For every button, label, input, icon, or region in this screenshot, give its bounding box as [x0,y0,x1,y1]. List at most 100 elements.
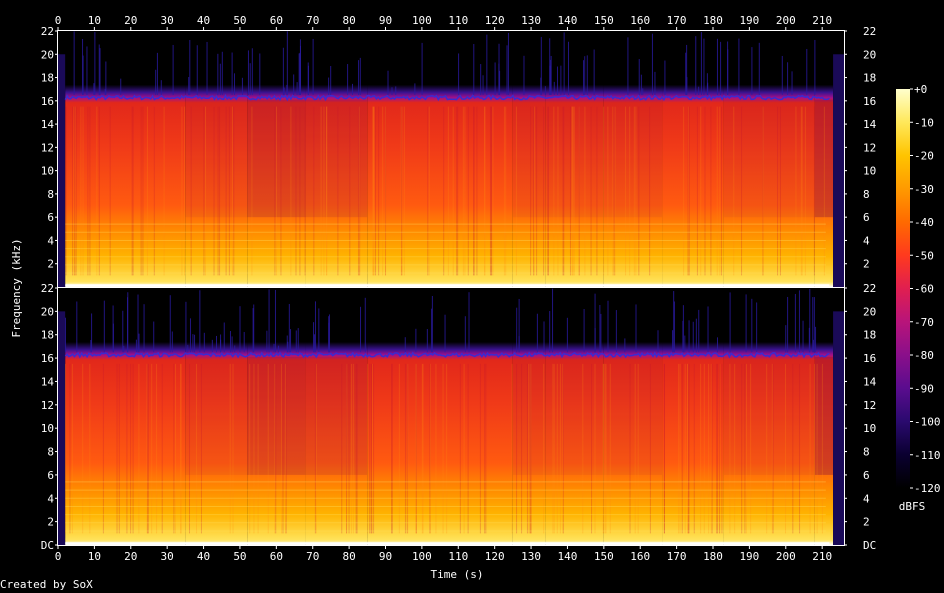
x-tick-label: 10 [88,14,101,27]
section-shade-8 [545,356,604,475]
section-shade-5 [305,99,368,218]
colorbar-tick-label: -20 [914,150,934,163]
y-tick-label: 22 [41,282,54,295]
section-3 [185,288,248,545]
section-shade-11 [723,99,815,218]
section-shade-4 [247,99,306,218]
colorbar-tick-label: -90 [914,382,934,395]
x-tick-label: 120 [485,550,505,563]
x-tick-label: 0 [55,14,62,27]
x-tick-label: 150 [594,550,614,563]
y-tick-label: 18 [41,329,54,342]
y-tick-label: DC [863,539,876,552]
x-tick-label: 100 [412,14,432,27]
x-tick-label: 60 [270,550,283,563]
y-tick-label: 22 [863,282,876,295]
y-tick-label: 16 [863,95,876,108]
colorbar-tick-label: -50 [914,249,934,262]
x-tick-label: 50 [233,14,246,27]
y-tick-label: 4 [863,492,870,505]
x-tick-label: 130 [521,14,541,27]
x-tick-label: 100 [412,550,432,563]
section-shade-3 [185,99,248,218]
section-7 [512,31,546,287]
colorbar-tick-label: -10 [914,116,934,129]
x-tick-label: 110 [448,14,468,27]
channel-1-panel [58,31,844,287]
section-12 [814,288,834,545]
y-tick-label: 8 [863,188,870,201]
y-tick-label: 6 [47,211,54,224]
colorbar-tick-label: -120 [914,482,941,495]
x-tick-label: 70 [306,14,319,27]
x-tick-label: 180 [703,14,723,27]
section-7 [512,288,546,545]
colorbar-tick-label: -110 [914,449,941,462]
section-shade-5 [305,356,368,475]
colorbar-tick-label: -80 [914,349,934,362]
x-tick-label: 180 [703,550,723,563]
x-tick-label: 0 [55,550,62,563]
x-tick-label: 120 [485,14,505,27]
y-tick-label: 10 [41,165,54,178]
y-tick-label: 20 [41,48,54,61]
x-tick-label: 40 [197,14,210,27]
section-5 [305,31,368,287]
y-tick-label: 22 [41,25,54,38]
x-tick-label: 150 [594,14,614,27]
y-tick-label: 20 [863,305,876,318]
y-tick-label: 14 [863,375,877,388]
section-0 [58,311,66,545]
x-tick-label: 170 [667,14,687,27]
y-tick-label: 12 [863,399,876,412]
x-tick-label: 210 [812,14,832,27]
x-tick-label: 10 [88,550,101,563]
x-tick-label: 170 [667,550,687,563]
colorbar-label: dBFS [899,500,926,513]
section-6 [367,31,513,287]
x-tick-label: 90 [379,550,392,563]
x-tick-label: 50 [233,550,246,563]
y-tick-label: 14 [863,118,877,131]
credit-text: Created by SoX [0,578,93,591]
cutoff-line [64,93,830,102]
section-4 [247,288,306,545]
y-tick-label: 18 [41,72,54,85]
section-shade-9 [603,356,663,475]
y-tick-label: 2 [47,516,54,529]
section-shade-8 [545,99,604,218]
x-tick-label: 190 [739,14,759,27]
y-tick-label: 20 [41,305,54,318]
x-tick-label: 40 [197,550,210,563]
y-tick-label: 14 [41,118,55,131]
x-tick-label: 190 [739,550,759,563]
x-tick-label: 60 [270,14,283,27]
section-6 [367,288,513,545]
x-tick-label: 160 [630,550,650,563]
y-tick-label: 4 [863,234,870,247]
y-tick-label: 10 [863,165,876,178]
y-tick-label: 12 [41,141,54,154]
y-tick-label: 14 [41,375,55,388]
x-tick-label: 130 [521,550,541,563]
x-tick-label: 160 [630,14,650,27]
y-tick-label: 16 [863,352,876,365]
colorbar-tick-label: -30 [914,183,934,196]
colorbar-tick-label: -40 [914,216,934,229]
section-4 [247,31,306,287]
section-shade-9 [603,99,663,218]
y-tick-label: 4 [47,234,54,247]
section-shade-7 [512,356,546,475]
y-tick-label: 16 [41,352,54,365]
y-tick-label: 16 [41,95,54,108]
colorbar-tick-label: +0 [914,83,927,96]
y-tick-label: DC [41,539,54,552]
channel-2-panel [58,288,844,545]
y-tick-label: 2 [47,258,54,271]
x-tick-label: 210 [812,550,832,563]
x-tick-label: 20 [124,550,137,563]
y-tick-label: 10 [863,422,876,435]
section-2 [123,288,186,545]
